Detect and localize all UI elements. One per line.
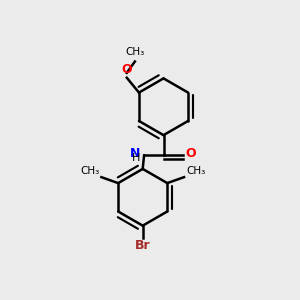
Text: Br: Br: [135, 239, 151, 252]
Text: H: H: [132, 153, 140, 163]
Text: CH₃: CH₃: [125, 47, 145, 58]
Text: O: O: [122, 63, 132, 76]
Text: N: N: [130, 147, 140, 160]
Text: CH₃: CH₃: [186, 166, 206, 176]
Text: O: O: [185, 147, 196, 160]
Text: CH₃: CH₃: [80, 166, 99, 176]
